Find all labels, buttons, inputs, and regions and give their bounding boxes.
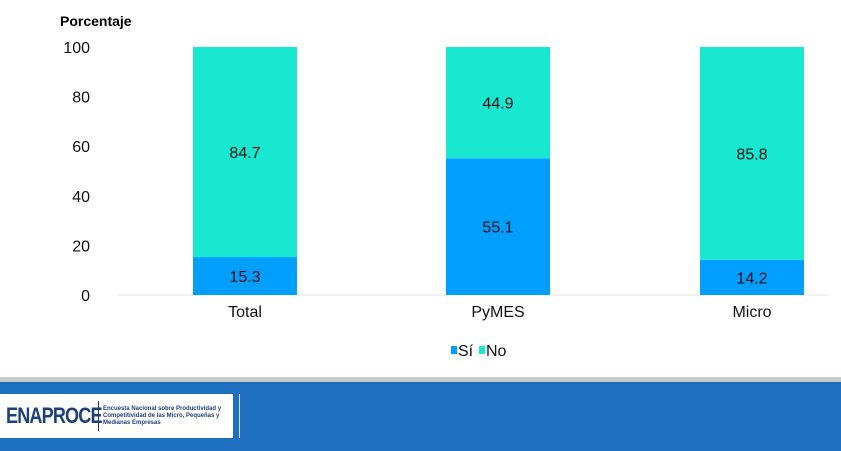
y-tick-label: 60 xyxy=(72,139,90,156)
legend-label: Sí xyxy=(458,343,474,360)
legend: Sí No xyxy=(451,343,507,360)
y-tick-label: 80 xyxy=(72,90,90,107)
bar-segment-si xyxy=(446,158,550,295)
logo-description: Encuesta Nacional sobre Productividad y … xyxy=(103,405,222,426)
legend-swatch xyxy=(451,346,457,354)
bar-segment-si xyxy=(700,259,804,295)
y-tick-label: 40 xyxy=(72,189,90,206)
footer-divider xyxy=(239,394,240,438)
data-label: 14.2 xyxy=(736,270,767,287)
x-category-label: Micro xyxy=(732,304,771,321)
footer-stripe xyxy=(0,377,841,382)
logo-wordmark: ENAPROCE xyxy=(6,403,103,428)
data-label: 55.1 xyxy=(482,220,513,237)
data-label: 15.3 xyxy=(229,269,260,286)
legend-label: No xyxy=(486,343,507,360)
y-tick-label: 0 xyxy=(81,288,90,305)
enaproce-logo: ENAPROCE Encuesta Nacional sobre Product… xyxy=(0,394,233,438)
y-tick-label: 100 xyxy=(63,40,90,57)
data-label: 44.9 xyxy=(482,96,513,113)
x-category-label: Total xyxy=(228,304,262,321)
category-labels: Total PyMES Micro xyxy=(228,304,772,321)
x-category-label: PyMES xyxy=(471,304,524,321)
footer-banner: ENAPROCE Encuesta Nacional sobre Product… xyxy=(0,382,841,451)
bar-segment-no xyxy=(193,47,297,258)
data-label: 85.8 xyxy=(736,146,767,163)
stacked-bar-chart: Porcentaje 0 20 40 60 80 100 15.3 84.7 55.1 44.9… xyxy=(60,13,828,360)
logo-separator xyxy=(98,401,99,431)
bar-segment-no xyxy=(446,47,550,159)
bar-segment-no xyxy=(700,47,804,260)
bars-group: 15.3 84.7 55.1 44.9 14.2 85.8 xyxy=(193,47,804,295)
y-tick-label: 20 xyxy=(72,238,90,255)
y-axis-ticks: 0 20 40 60 80 100 xyxy=(63,40,90,305)
data-label: 84.7 xyxy=(229,145,260,162)
legend-swatch xyxy=(479,346,485,354)
y-axis-title: Porcentaje xyxy=(60,13,132,29)
bar-segment-si xyxy=(193,257,297,295)
